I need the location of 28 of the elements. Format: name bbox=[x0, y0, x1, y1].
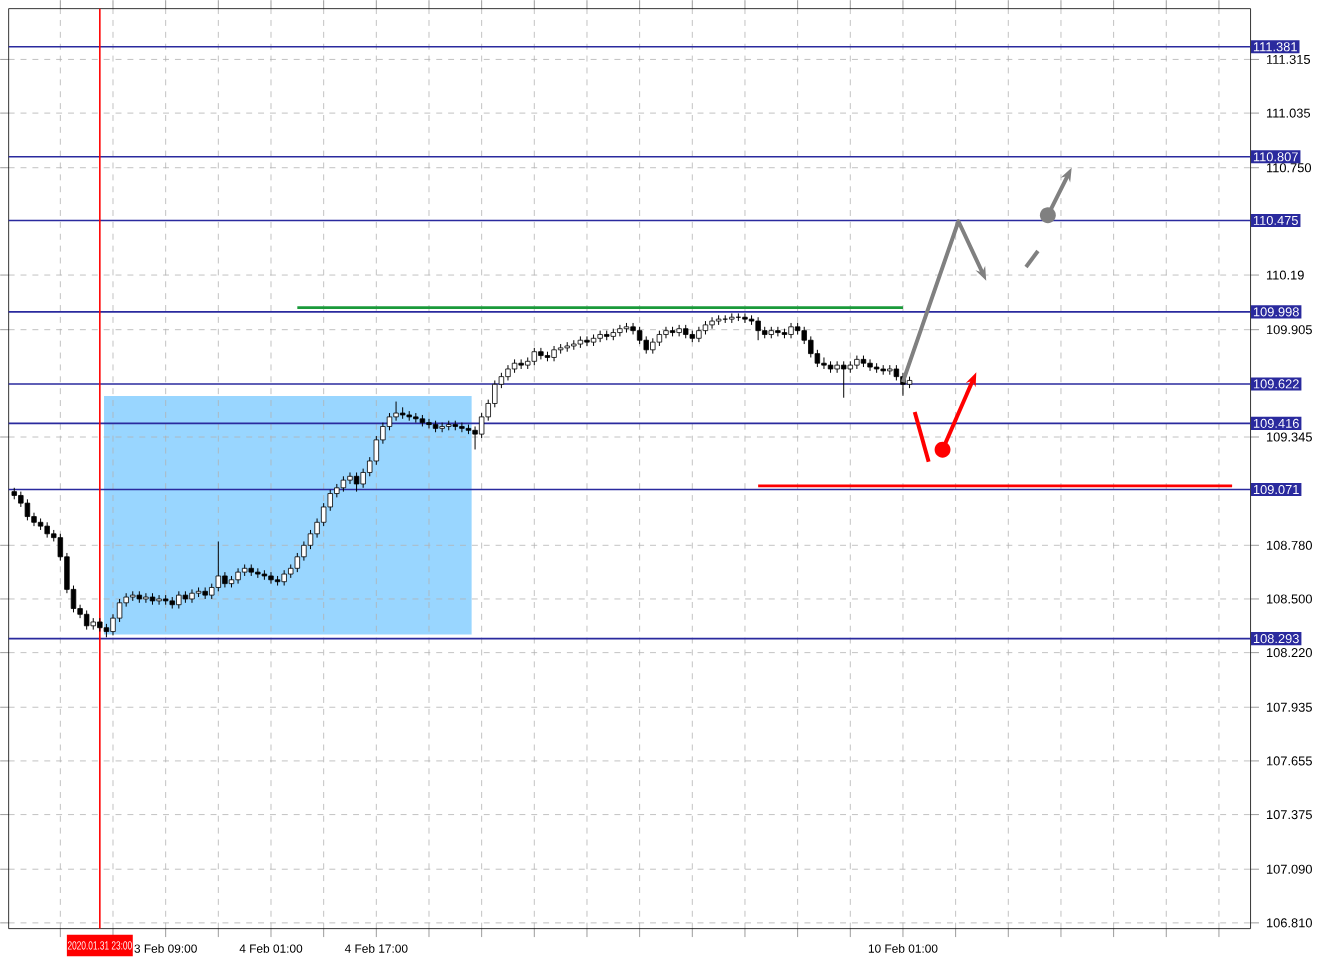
candlestick bbox=[663, 326, 669, 339]
candlestick bbox=[597, 329, 603, 343]
candlestick bbox=[83, 609, 90, 630]
candlestick bbox=[584, 335, 590, 347]
candlestick bbox=[617, 324, 623, 337]
candlestick bbox=[821, 356, 827, 370]
candlestick bbox=[538, 347, 544, 360]
candlestick bbox=[867, 358, 873, 372]
candlestick bbox=[353, 471, 360, 492]
candlestick bbox=[755, 316, 761, 341]
candlestick bbox=[189, 588, 195, 604]
candlestick bbox=[459, 421, 465, 433]
candlestick bbox=[268, 571, 274, 584]
candlestick bbox=[742, 312, 748, 324]
candlestick bbox=[854, 354, 860, 370]
candlestick bbox=[393, 400, 399, 422]
candlestick bbox=[347, 471, 353, 485]
candlestick bbox=[24, 498, 31, 521]
candlestick bbox=[841, 360, 847, 399]
candlestick bbox=[235, 567, 241, 584]
candlestick bbox=[215, 540, 222, 592]
candlestick bbox=[676, 324, 682, 337]
candlestick bbox=[143, 592, 149, 604]
candlestick bbox=[709, 316, 715, 330]
candlestick bbox=[518, 358, 524, 370]
candlestick bbox=[156, 594, 162, 606]
candlestick bbox=[439, 421, 445, 433]
candlestick bbox=[834, 360, 840, 374]
